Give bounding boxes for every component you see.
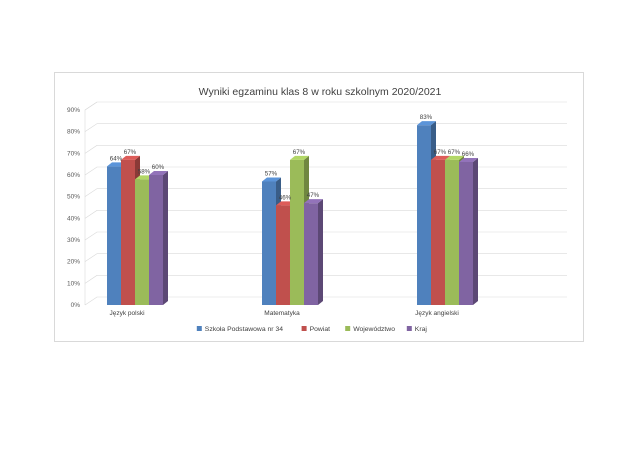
gridline [84, 275, 567, 284]
y-tick-label: 60% [67, 172, 80, 179]
bar [431, 159, 445, 305]
category-label: Język polski [109, 310, 144, 317]
data-label: 67% [434, 149, 447, 156]
gridline [84, 188, 567, 197]
bar-top [417, 121, 436, 126]
legend-label: Szkoła Podstawowa nr 34 [205, 326, 283, 333]
y-tick-label: 50% [67, 194, 80, 201]
gridline [84, 101, 567, 111]
legend: Szkoła Podstawowa nr 34 Powiat Województwo… [196, 326, 428, 333]
chart-title: Wyniki egzaminu klas 8 w roku szkolnym 2… [199, 86, 442, 98]
legend-swatch [301, 326, 307, 331]
legend-label: Województwo [353, 326, 395, 333]
bar [149, 175, 163, 305]
bar [121, 159, 135, 305]
data-label: 47% [307, 192, 320, 199]
gridline [84, 296, 567, 306]
gridline [84, 231, 567, 241]
bar-top [290, 155, 309, 160]
bar [304, 203, 318, 305]
data-label: 67% [124, 149, 137, 156]
bar [135, 179, 149, 305]
bar-top [445, 155, 464, 160]
data-label: 57% [265, 171, 278, 178]
data-label: 67% [293, 149, 306, 156]
labels-layer: 64%67%58%60%Język polski57%46%67%47%Mate… [109, 114, 474, 317]
bar [417, 125, 431, 305]
category-label: Język angielski [415, 310, 459, 317]
bar-side [163, 171, 168, 305]
gridline [84, 145, 567, 154]
legend-label: Powiat [310, 326, 331, 333]
bar-side [473, 158, 478, 305]
grid-layer: 0% 10% 20% 30% 40% 50% 60% 70% 80% 90% [67, 101, 567, 309]
bar-top [459, 158, 478, 162]
y-tick-label: 20% [67, 259, 80, 266]
bar [445, 159, 459, 305]
data-label: 60% [152, 164, 165, 171]
legend-swatch [345, 326, 351, 331]
bar-top [121, 155, 140, 160]
data-label: 66% [462, 151, 475, 158]
bar [459, 162, 473, 305]
y-tick-label: 10% [67, 280, 80, 287]
bar [290, 159, 304, 305]
side-wall [84, 101, 98, 305]
bar [107, 166, 121, 305]
bar-top [431, 155, 450, 160]
bar-chart: Wyniki egzaminu klas 8 w roku szkolnym 2… [67, 86, 567, 333]
gridline [84, 253, 567, 262]
chart-frame: Wyniki egzaminu klas 8 w roku szkolnym 2… [54, 72, 584, 342]
data-label: 46% [279, 194, 292, 201]
data-label: 83% [420, 114, 433, 121]
data-label: 64% [110, 155, 123, 162]
legend-swatch [406, 326, 412, 331]
bar-side [318, 199, 323, 305]
legend-swatch [196, 326, 202, 331]
gridline [84, 166, 567, 176]
bar-top [149, 171, 168, 175]
legend-label: Kraj [415, 326, 428, 333]
bar-top [304, 199, 323, 204]
y-tick-label: 70% [67, 150, 80, 157]
bar [276, 205, 290, 305]
y-tick-label: 30% [67, 237, 80, 244]
bar-top [262, 177, 281, 182]
bar [262, 181, 276, 305]
data-label: 58% [138, 168, 151, 175]
y-tick-label: 80% [67, 129, 80, 136]
data-label: 67% [448, 149, 461, 156]
gridline [84, 210, 567, 219]
y-tick-label: 0% [71, 302, 81, 309]
gridline [84, 123, 567, 132]
category-label: Matematyka [264, 310, 300, 317]
bars-layer [107, 121, 478, 305]
y-tick-label: 90% [67, 107, 80, 114]
y-tick-label: 40% [67, 215, 80, 222]
